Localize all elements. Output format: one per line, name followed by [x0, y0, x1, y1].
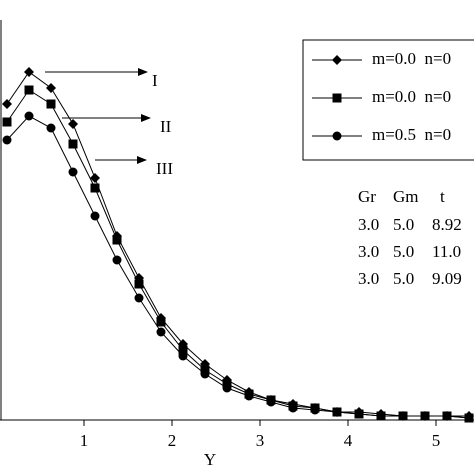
table-cell: 5.0: [393, 215, 414, 234]
table-header: Gm: [393, 187, 419, 206]
marker: [134, 279, 144, 289]
marker: [178, 351, 188, 361]
marker: [2, 135, 12, 145]
legend-label: m=0.0 n=0: [372, 87, 451, 106]
marker: [288, 403, 298, 413]
x-tick-label: 5: [432, 431, 441, 450]
marker: [332, 407, 342, 417]
marker: [112, 235, 122, 245]
marker: [332, 55, 342, 65]
marker: [178, 345, 188, 355]
marker: [222, 383, 232, 393]
marker: [376, 411, 386, 421]
table-cell: 3.0: [358, 269, 379, 288]
annotation: II: [160, 117, 172, 136]
marker: [68, 139, 78, 149]
series-line: [6, 71, 469, 417]
marker: [68, 167, 78, 177]
marker: [112, 255, 122, 265]
marker: [2, 99, 12, 109]
annotation: III: [156, 159, 173, 178]
marker: [90, 183, 100, 193]
marker: [332, 131, 342, 141]
marker: [244, 391, 254, 401]
marker: [24, 85, 34, 95]
marker: [46, 123, 56, 133]
marker: [354, 409, 364, 419]
x-axis-label: Y: [204, 450, 216, 469]
marker: [46, 99, 56, 109]
table-cell: 3.0: [358, 215, 379, 234]
marker: [310, 405, 320, 415]
marker: [398, 411, 408, 421]
marker: [464, 413, 474, 423]
marker: [156, 327, 166, 337]
table-cell: 3.0: [358, 242, 379, 261]
table-cell: 9.09: [432, 269, 462, 288]
marker: [46, 83, 56, 93]
marker: [266, 397, 276, 407]
table-cell: 5.0: [393, 269, 414, 288]
marker: [200, 369, 210, 379]
marker: [332, 93, 342, 103]
marker: [68, 119, 78, 129]
marker: [2, 117, 12, 127]
parameter-table: Gr Gm t 3.0 5.0 8.92 3.0 5.0 11.0 3.0 5.0 9.09: [358, 187, 462, 288]
legend-label: m=0.5 n=0: [372, 125, 451, 144]
x-tick-label: 3: [256, 431, 265, 450]
marker: [90, 173, 100, 183]
table-cell: 11.0: [432, 242, 461, 261]
annotation: I: [152, 71, 158, 90]
table-header: t: [440, 187, 445, 206]
marker: [24, 67, 34, 77]
x-tick-label: 4: [344, 431, 353, 450]
marker: [24, 111, 34, 121]
table-cell: 8.92: [432, 215, 462, 234]
series-line: [6, 115, 470, 419]
marker: [156, 317, 166, 327]
marker: [134, 293, 144, 303]
marker: [90, 211, 100, 221]
table-header: Gr: [358, 187, 376, 206]
marker: [420, 411, 430, 421]
legend-label: m=0.0 n=0: [372, 49, 451, 68]
marker: [442, 411, 452, 421]
legend: m=0.0 n=0 m=0.0 n=0 m=0.5 n=0: [312, 49, 451, 144]
table-cell: 5.0: [393, 242, 414, 261]
x-tick-label: 1: [80, 431, 89, 450]
x-tick-label: 2: [168, 431, 177, 450]
